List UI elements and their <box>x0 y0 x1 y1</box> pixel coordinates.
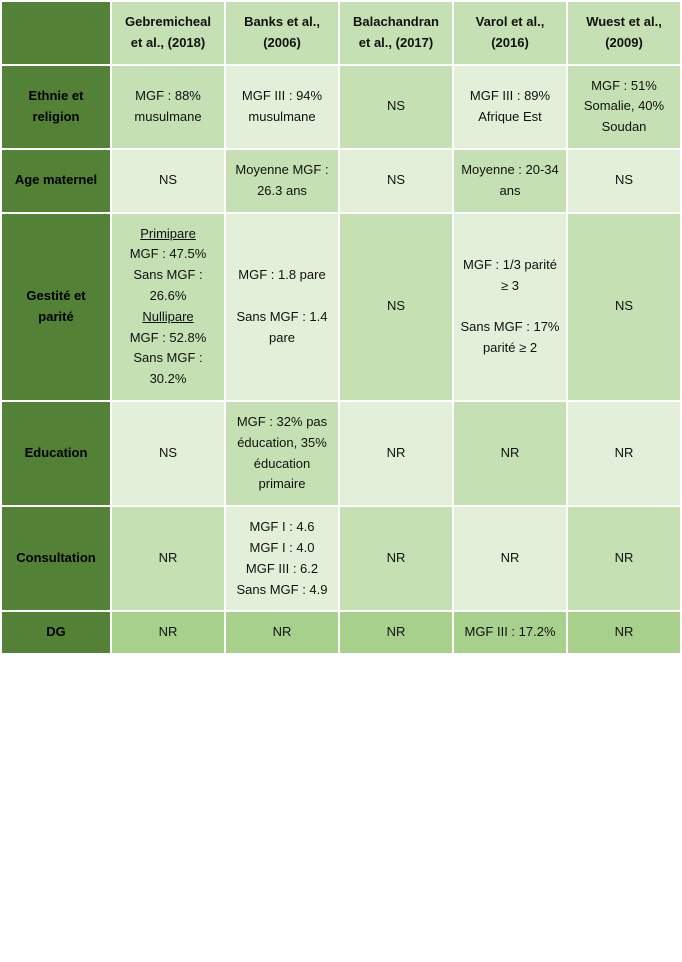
table-cell: NS <box>339 149 453 213</box>
table-header-row: Gebremicheal et al., (2018) Banks et al.… <box>1 1 681 65</box>
table-cell: MGF : 51% Somalie, 40% Soudan <box>567 65 681 149</box>
table-cell: MGF : 32% pas éducation, 35% éducation p… <box>225 401 339 506</box>
table-cell: NR <box>111 506 225 611</box>
col-header: Gebremicheal et al., (2018) <box>111 1 225 65</box>
table-cell: PrimipareMGF : 47.5%Sans MGF : 26.6%Null… <box>111 213 225 401</box>
table-cell: NR <box>453 401 567 506</box>
table-cell: MGF III : 94% musulmane <box>225 65 339 149</box>
table-cell: NS <box>339 65 453 149</box>
corner-cell <box>1 1 111 65</box>
table-cell: Moyenne : 20-34 ans <box>453 149 567 213</box>
table-row: Age maternelNSMoyenne MGF : 26.3 ansNSMo… <box>1 149 681 213</box>
row-header: DG <box>1 611 111 654</box>
table-cell: MGF : 1/3 parité ≥ 3Sans MGF : 17% parit… <box>453 213 567 401</box>
table-cell: NR <box>339 506 453 611</box>
table-cell: MGF I : 4.6MGF I : 4.0MGF III : 6.2Sans … <box>225 506 339 611</box>
table-row: DGNRNRNRMGF III : 17.2%NR <box>1 611 681 654</box>
table-row: EducationNSMGF : 32% pas éducation, 35% … <box>1 401 681 506</box>
table-cell: NR <box>339 401 453 506</box>
col-header: Varol et al., (2016) <box>453 1 567 65</box>
col-header: Wuest et al., (2009) <box>567 1 681 65</box>
table-cell: NR <box>567 401 681 506</box>
col-header: Balachandran et al., (2017) <box>339 1 453 65</box>
table-cell: NR <box>453 506 567 611</box>
row-header: Education <box>1 401 111 506</box>
table-row: Gestité et paritéPrimipareMGF : 47.5%San… <box>1 213 681 401</box>
row-header: Ethnie et religion <box>1 65 111 149</box>
table-cell: MGF : 1.8 pareSans MGF : 1.4 pare <box>225 213 339 401</box>
row-header: Age maternel <box>1 149 111 213</box>
table-cell: NR <box>111 611 225 654</box>
table-row: Ethnie et religionMGF : 88% musulmaneMGF… <box>1 65 681 149</box>
table-cell: NS <box>111 401 225 506</box>
col-header: Banks et al., (2006) <box>225 1 339 65</box>
comparison-table: Gebremicheal et al., (2018) Banks et al.… <box>0 0 682 655</box>
table-cell: NS <box>339 213 453 401</box>
table-row: ConsultationNRMGF I : 4.6MGF I : 4.0MGF … <box>1 506 681 611</box>
table-cell: Moyenne MGF : 26.3 ans <box>225 149 339 213</box>
table-cell: MGF : 88% musulmane <box>111 65 225 149</box>
table-cell: NR <box>339 611 453 654</box>
table-cell: NS <box>567 213 681 401</box>
table-body: Ethnie et religionMGF : 88% musulmaneMGF… <box>1 65 681 655</box>
table-cell: MGF III : 17.2% <box>453 611 567 654</box>
table-cell: MGF III : 89% Afrique Est <box>453 65 567 149</box>
table-cell: NR <box>567 611 681 654</box>
table-cell: NR <box>567 506 681 611</box>
table-cell: NS <box>111 149 225 213</box>
table-cell: NS <box>567 149 681 213</box>
row-header: Gestité et parité <box>1 213 111 401</box>
table-cell: NR <box>225 611 339 654</box>
row-header: Consultation <box>1 506 111 611</box>
